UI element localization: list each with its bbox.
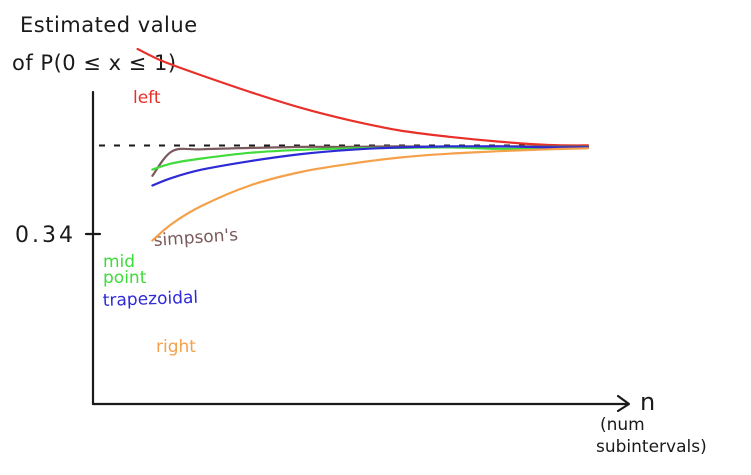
y-tick-label: 0.34 [15, 223, 76, 248]
x-axis-note: (num subintervals) [596, 415, 707, 457]
series-label-left: left [133, 88, 161, 108]
x-axis-label: n [640, 388, 655, 416]
y-axis-label-line-1: Estimated value [20, 13, 198, 37]
series-line-left [136, 47, 590, 147]
axes [84, 90, 631, 413]
series-label-trapezoidal: trapezoidal [102, 288, 198, 311]
y-axis-label-line-2: of P(0 ≤ x ≤ 1) [12, 51, 177, 75]
series-label-mid-point: mid point [103, 252, 147, 288]
x-axis-arrowhead [616, 394, 631, 413]
series-line-trapezoidal [151, 145, 590, 187]
series-label-right: right [156, 337, 196, 357]
series-line-mid-point [151, 146, 590, 171]
series-line-right [151, 147, 590, 242]
